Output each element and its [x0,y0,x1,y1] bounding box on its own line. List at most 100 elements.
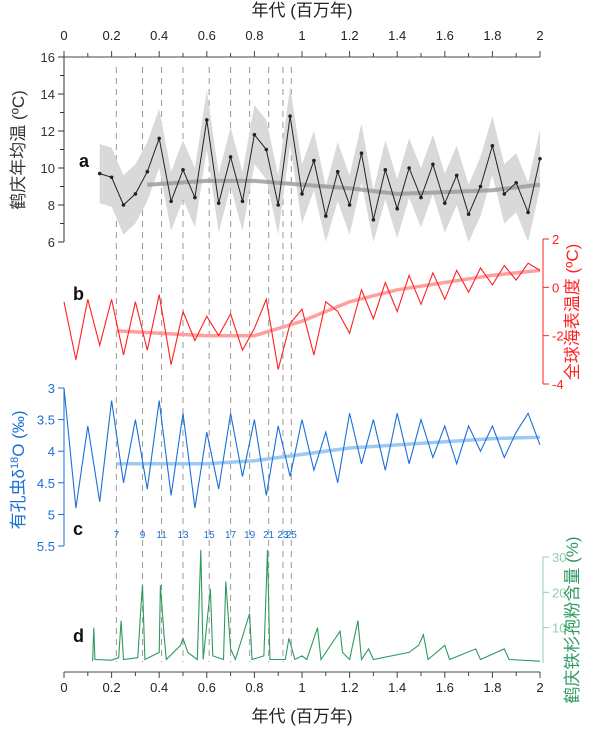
data-point-a [395,206,400,211]
data-point-a [228,155,233,159]
data-point-a [454,173,459,178]
x-tick-label-top: 1.6 [436,28,454,43]
x-tick-label-bottom: 0.8 [245,680,263,695]
data-point-a [97,171,102,176]
x-tick-label-bottom: 0.4 [150,680,168,695]
x-tick-label-bottom: 0.2 [103,680,121,695]
x-tick-label-top: 0.8 [245,28,263,43]
y-tick-label-c: 5 [48,507,55,522]
y-axis-title-d: 鹤庆铁杉孢粉含量 (%) [563,536,582,703]
x-tick-label-bottom: 1.6 [436,680,454,695]
mis-stage-label: 11 [156,530,167,541]
y-axis-title-b: 全球海表温度 (ºC) [563,244,582,381]
data-point-a [312,158,316,163]
data-point-a [133,192,138,196]
data-point-a [466,212,471,217]
mis-stage-label: 15 [204,530,216,541]
data-point-a [431,162,435,167]
mis-stage-label: 9 [140,530,146,541]
data-point-a [240,199,245,204]
y-axis-title-c-sup: 18 [9,457,21,469]
x-tick-label-top: 1.4 [388,28,406,43]
y-tick-label-d: 10 [552,621,566,636]
x-tick-label-bottom: 1 [298,680,305,695]
panel-label-c: c [73,519,83,539]
x-tick-label-bottom: 0.6 [198,680,216,695]
x-tick-label-bottom: 0 [60,680,67,695]
panel-label-b: b [73,284,84,304]
top-x-axis-title: 年代 (百万年) [251,1,352,20]
data-point-a [526,210,530,215]
data-point-a [145,169,150,174]
data-point-a [347,203,352,207]
trend-line-a [147,178,541,196]
y-tick-label-c: 4 [48,444,55,459]
data-point-a [205,118,209,122]
data-point-a [288,114,292,118]
series-line-c [63,387,541,509]
x-tick-label-top: 0 [60,28,67,43]
mis-stage-label: 19 [244,530,256,541]
data-point-a [538,156,542,161]
y-tick-label-c: 5.5 [37,539,55,554]
data-point-a [490,144,495,148]
data-point-a [478,184,483,189]
data-point-a [276,203,281,207]
data-point-a [514,181,518,185]
y-tick-label-d: 20 [552,585,566,600]
mis-stage-label: 17 [225,530,237,541]
y-tick-label-a: 6 [48,235,55,250]
x-tick-label-top: 1.8 [483,28,501,43]
mis-stage-label: 7 [114,530,120,541]
series-line-d [92,549,541,662]
data-point-a [169,199,173,204]
data-point-a [121,203,126,207]
x-tick-label-top: 1.2 [341,28,359,43]
y-tick-label-d: 30 [552,550,566,565]
y-axis-title-c-pre: 有孔虫δ [9,469,28,529]
x-tick-label-bottom: 1.4 [388,680,406,695]
data-point-a [407,166,411,170]
x-tick-label-top: 0.4 [150,28,168,43]
y-tick-label-a: 8 [48,198,55,213]
x-tick-label-bottom: 1.8 [483,680,501,695]
bottom-x-axis-title: 年代 (百万年) [251,707,352,726]
data-point-a [216,201,221,205]
y-tick-label-c: 3.5 [37,413,55,428]
data-point-a [264,147,269,152]
y-tick-label-c: 3 [48,381,55,396]
data-point-a [193,195,197,200]
data-point-a [252,132,257,137]
data-point-a [300,192,304,196]
data-point-a [371,218,376,222]
mis-stage-label: 23 [277,530,289,541]
y-axis-title-c: 有孔虫δ18O (‰) [9,411,28,530]
mis-stage-label: 25 [286,530,298,541]
mis-stage-label: 13 [177,530,189,541]
data-point-a [324,214,328,218]
data-point-a [335,169,340,174]
data-point-a [502,192,507,196]
trend-line-b [116,268,541,338]
data-point-a [359,151,364,155]
y-axis-title-c-post: O (‰) [9,411,28,457]
y-tick-label-a: 14 [41,87,55,102]
data-point-a [157,136,161,141]
y-tick-label-b: 2 [552,232,559,247]
y-tick-label-b: -2 [552,329,564,344]
panel-label-a: a [79,151,90,171]
data-point-a [443,201,447,205]
mis-stage-label: 21 [263,530,275,541]
y-tick-label-a: 12 [41,124,55,139]
x-tick-label-top: 2 [536,28,543,43]
x-tick-label-top: 0.2 [103,28,121,43]
uncertainty-band-a [99,86,540,242]
x-tick-label-top: 0.6 [198,28,216,43]
data-point-a [419,195,423,200]
y-axis-title-a: 鹤庆年均温 (ºC) [9,90,28,210]
data-point-a [181,168,185,172]
y-tick-label-b: -4 [552,377,564,392]
data-point-a [109,175,114,180]
y-tick-label-a: 10 [41,161,55,176]
